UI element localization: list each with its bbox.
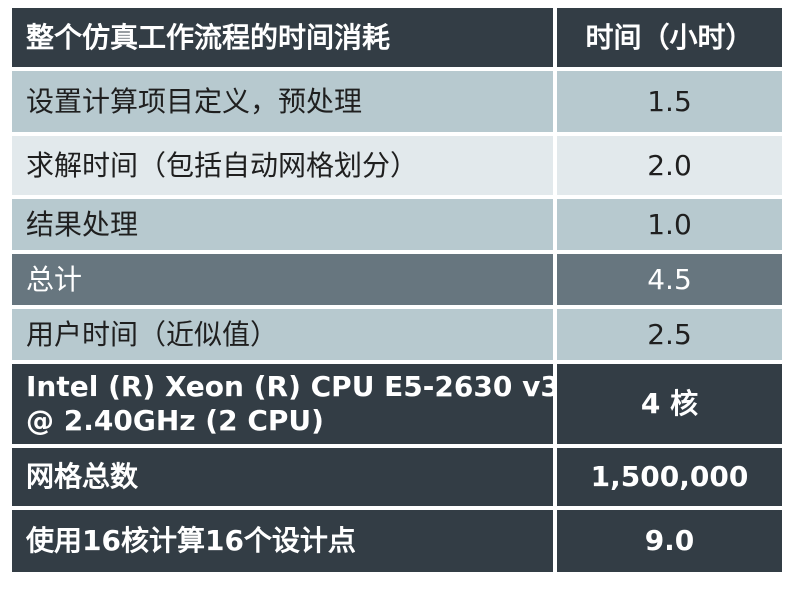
table-row: 结果处理 1.0 — [12, 199, 782, 250]
column-divider — [553, 8, 557, 67]
mesh-label-cell: 网格总数 — [12, 448, 553, 506]
column-divider — [553, 309, 557, 360]
table-row: 用户时间（近似值） 2.5 — [12, 309, 782, 360]
row-value-cell: 2.0 — [557, 136, 782, 195]
simulation-time-table: 整个仿真工作流程的时间消耗 时间（小时） 设置计算项目定义，预处理 1.5 求解… — [12, 8, 782, 576]
design-points-value: 9.0 — [644, 524, 695, 557]
column-divider — [553, 71, 557, 132]
total-label: 总计 — [26, 262, 83, 296]
row-label-cell: 设置计算项目定义，预处理 — [12, 71, 553, 132]
header-label: 整个仿真工作流程的时间消耗 — [26, 20, 391, 54]
row-label: 用户时间（近似值） — [26, 317, 279, 351]
table-row: 求解时间（包括自动网格划分） 2.0 — [12, 136, 782, 195]
design-points-row: 使用16核计算16个设计点 9.0 — [12, 510, 782, 572]
cpu-value-cell: 4 核 — [557, 364, 782, 444]
design-points-label-cell: 使用16核计算16个设计点 — [12, 510, 553, 572]
header-value: 时间（小时） — [585, 20, 754, 54]
total-label-cell: 总计 — [12, 254, 553, 305]
design-points-label: 使用16核计算16个设计点 — [26, 524, 356, 557]
cpu-label-line1: Intel (R) Xeon (R) CPU E5-2630 v3 — [26, 370, 560, 403]
row-label: 设置计算项目定义，预处理 — [26, 84, 363, 118]
row-label-cell: 用户时间（近似值） — [12, 309, 553, 360]
mesh-count-row: 网格总数 1,500,000 — [12, 448, 782, 506]
mesh-label: 网格总数 — [26, 460, 139, 493]
cpu-label: Intel (R) Xeon (R) CPU E5-2630 v3 @ 2.40… — [26, 370, 560, 438]
row-label-cell: 求解时间（包括自动网格划分） — [12, 136, 553, 195]
row-value-cell: 2.5 — [557, 309, 782, 360]
table-row: 设置计算项目定义，预处理 1.5 — [12, 71, 782, 132]
row-value: 2.0 — [647, 148, 692, 182]
row-value-cell: 1.5 — [557, 71, 782, 132]
column-divider — [553, 136, 557, 195]
cpu-core-count: 4 核 — [640, 387, 699, 420]
total-row: 总计 4.5 — [12, 254, 782, 305]
column-divider — [553, 448, 557, 506]
total-value-cell: 4.5 — [557, 254, 782, 305]
row-value: 1.0 — [647, 207, 692, 241]
cpu-label-cell: Intel (R) Xeon (R) CPU E5-2630 v3 @ 2.40… — [12, 364, 560, 444]
table-header-row: 整个仿真工作流程的时间消耗 时间（小时） — [12, 8, 782, 67]
row-value-cell: 1.0 — [557, 199, 782, 250]
row-label: 求解时间（包括自动网格划分） — [26, 148, 419, 182]
cpu-label-line2: @ 2.40GHz (2 CPU) — [26, 404, 324, 437]
row-label: 结果处理 — [26, 207, 139, 241]
mesh-value: 1,500,000 — [590, 460, 749, 493]
mesh-value-cell: 1,500,000 — [557, 448, 782, 506]
total-value: 4.5 — [647, 262, 692, 296]
design-points-value-cell: 9.0 — [557, 510, 782, 572]
row-label-cell: 结果处理 — [12, 199, 553, 250]
column-divider — [553, 199, 557, 250]
row-value: 1.5 — [647, 84, 692, 118]
column-divider — [553, 364, 557, 444]
header-label-cell: 整个仿真工作流程的时间消耗 — [12, 8, 553, 67]
row-value: 2.5 — [647, 317, 692, 351]
header-value-cell: 时间（小时） — [557, 8, 782, 67]
cpu-spec-row: Intel (R) Xeon (R) CPU E5-2630 v3 @ 2.40… — [12, 364, 782, 444]
column-divider — [553, 254, 557, 305]
column-divider — [553, 510, 557, 572]
